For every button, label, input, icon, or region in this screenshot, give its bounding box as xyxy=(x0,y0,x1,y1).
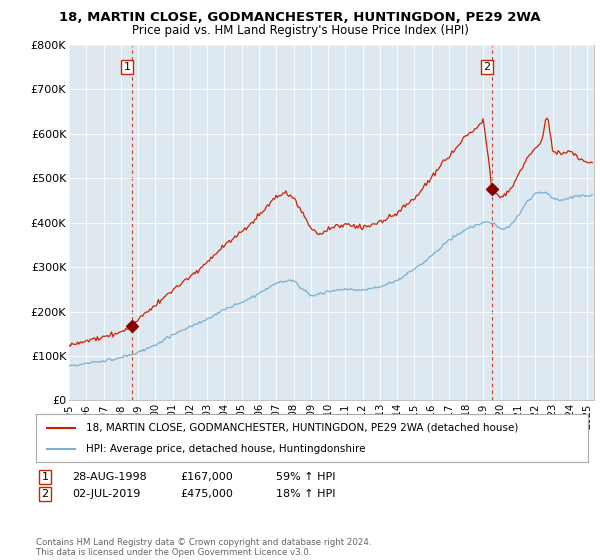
Text: 18, MARTIN CLOSE, GODMANCHESTER, HUNTINGDON, PE29 2WA: 18, MARTIN CLOSE, GODMANCHESTER, HUNTING… xyxy=(59,11,541,24)
Text: 18% ↑ HPI: 18% ↑ HPI xyxy=(276,489,335,499)
Text: 59% ↑ HPI: 59% ↑ HPI xyxy=(276,472,335,482)
Text: 2: 2 xyxy=(484,62,490,72)
Text: 1: 1 xyxy=(124,62,130,72)
Text: £167,000: £167,000 xyxy=(180,472,233,482)
Text: Price paid vs. HM Land Registry's House Price Index (HPI): Price paid vs. HM Land Registry's House … xyxy=(131,24,469,36)
Text: £475,000: £475,000 xyxy=(180,489,233,499)
Text: 18, MARTIN CLOSE, GODMANCHESTER, HUNTINGDON, PE29 2WA (detached house): 18, MARTIN CLOSE, GODMANCHESTER, HUNTING… xyxy=(86,423,518,433)
Text: Contains HM Land Registry data © Crown copyright and database right 2024.
This d: Contains HM Land Registry data © Crown c… xyxy=(36,538,371,557)
Text: 1: 1 xyxy=(41,472,49,482)
Text: 02-JUL-2019: 02-JUL-2019 xyxy=(72,489,140,499)
Text: 2: 2 xyxy=(41,489,49,499)
Text: 28-AUG-1998: 28-AUG-1998 xyxy=(72,472,147,482)
Text: HPI: Average price, detached house, Huntingdonshire: HPI: Average price, detached house, Hunt… xyxy=(86,444,365,454)
